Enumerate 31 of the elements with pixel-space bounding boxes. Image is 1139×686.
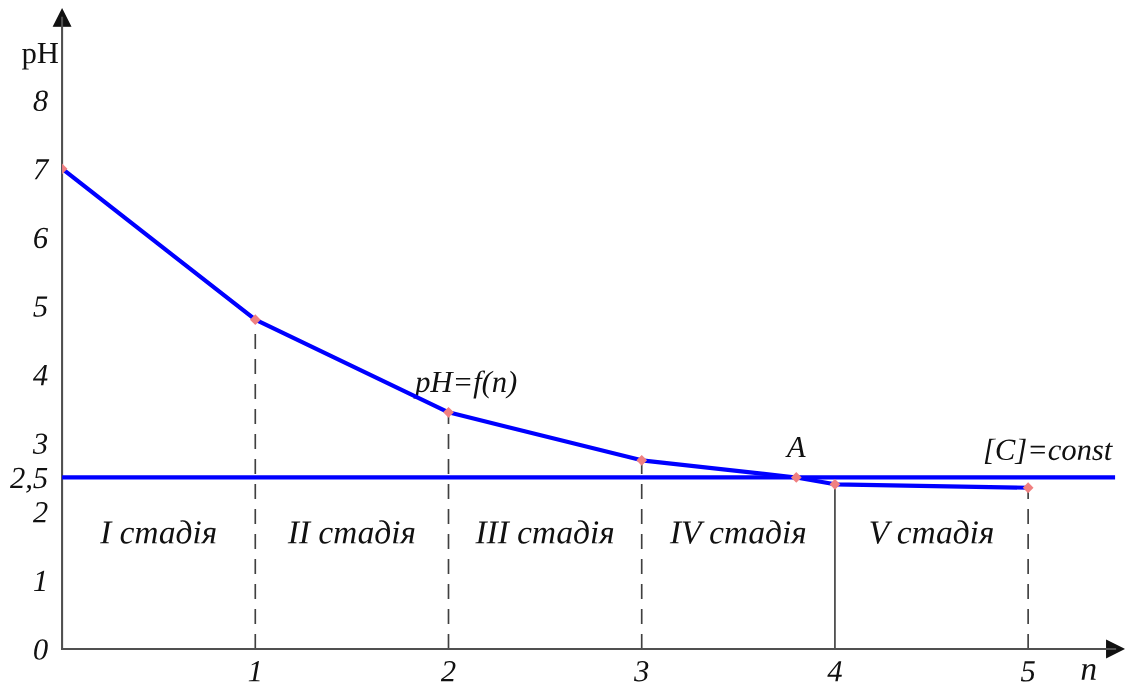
point [636, 454, 648, 466]
y-tick-label: 7 [34, 159, 50, 180]
y-tick-label: 0 [34, 639, 48, 660]
annotation: II стадія [287, 520, 415, 544]
series-label: pH=f(n) [413, 370, 517, 399]
point [790, 472, 802, 483]
y-tick-label: 6 [34, 227, 49, 249]
annotation: A [785, 436, 806, 458]
y-tick-label: 5 [33, 296, 48, 317]
point [829, 478, 841, 490]
ref-line-label: [C]=const [984, 438, 1113, 464]
annotation: IV стадія [669, 520, 806, 544]
point [249, 314, 261, 326]
y-tick-label: 3 [32, 433, 48, 455]
x-axis-title: n [1081, 663, 1096, 680]
x-tick-label: 3 [634, 661, 649, 682]
y-tick-label: 2 [32, 502, 48, 523]
x-tick-label: 5 [1020, 661, 1035, 682]
point [443, 406, 454, 418]
annotation: V стадія [870, 520, 993, 544]
x-tick-label: 4 [827, 661, 842, 682]
annotation: I стадія [100, 520, 216, 544]
y-tick-label: 2,5 [10, 467, 48, 493]
point [1022, 482, 1034, 494]
y-axis-title: pH [22, 43, 59, 70]
y-tick-label: 4 [32, 365, 48, 386]
annotation: III стадія [475, 520, 614, 544]
x-tick-label: 1 [248, 661, 260, 682]
x-tick-label: 2 [440, 661, 456, 682]
y-tick-label: 1 [34, 570, 45, 591]
y-tick-label: 8 [33, 90, 48, 112]
